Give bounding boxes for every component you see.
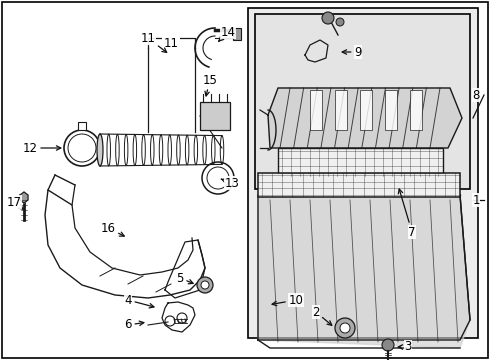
Text: 6: 6 — [124, 319, 144, 332]
Text: 15: 15 — [202, 73, 218, 96]
Bar — [278, 148, 443, 176]
Circle shape — [335, 318, 355, 338]
Text: 11: 11 — [164, 36, 178, 50]
Text: 2: 2 — [312, 306, 332, 325]
Text: 5: 5 — [176, 271, 193, 284]
Text: 11: 11 — [141, 32, 167, 53]
Bar — [410, 90, 422, 130]
Bar — [255, 14, 470, 189]
Circle shape — [340, 323, 350, 333]
Text: 13: 13 — [221, 176, 240, 189]
Circle shape — [382, 339, 394, 351]
Circle shape — [336, 18, 344, 26]
Circle shape — [322, 12, 334, 24]
Text: 9: 9 — [342, 45, 362, 59]
Ellipse shape — [97, 134, 103, 166]
Bar — [258, 173, 460, 197]
Polygon shape — [268, 88, 462, 148]
Bar — [248, 8, 478, 338]
Bar — [335, 90, 347, 130]
Text: 16: 16 — [100, 221, 124, 236]
Text: 12: 12 — [23, 141, 61, 154]
Bar — [78, 122, 86, 130]
Bar — [233, 28, 241, 40]
Text: 1: 1 — [472, 194, 480, 207]
Text: 17: 17 — [6, 195, 23, 209]
Text: 7: 7 — [398, 189, 416, 239]
Bar — [200, 102, 230, 130]
Text: 10: 10 — [272, 293, 303, 306]
Circle shape — [197, 277, 213, 293]
Bar — [360, 90, 372, 130]
Text: 8: 8 — [472, 89, 480, 102]
Bar — [385, 90, 397, 130]
Polygon shape — [20, 192, 28, 203]
Bar — [310, 90, 322, 130]
Circle shape — [201, 281, 209, 289]
Text: 4: 4 — [124, 293, 154, 308]
Polygon shape — [258, 195, 470, 348]
Text: 3: 3 — [398, 341, 412, 354]
Text: 14: 14 — [219, 26, 236, 41]
